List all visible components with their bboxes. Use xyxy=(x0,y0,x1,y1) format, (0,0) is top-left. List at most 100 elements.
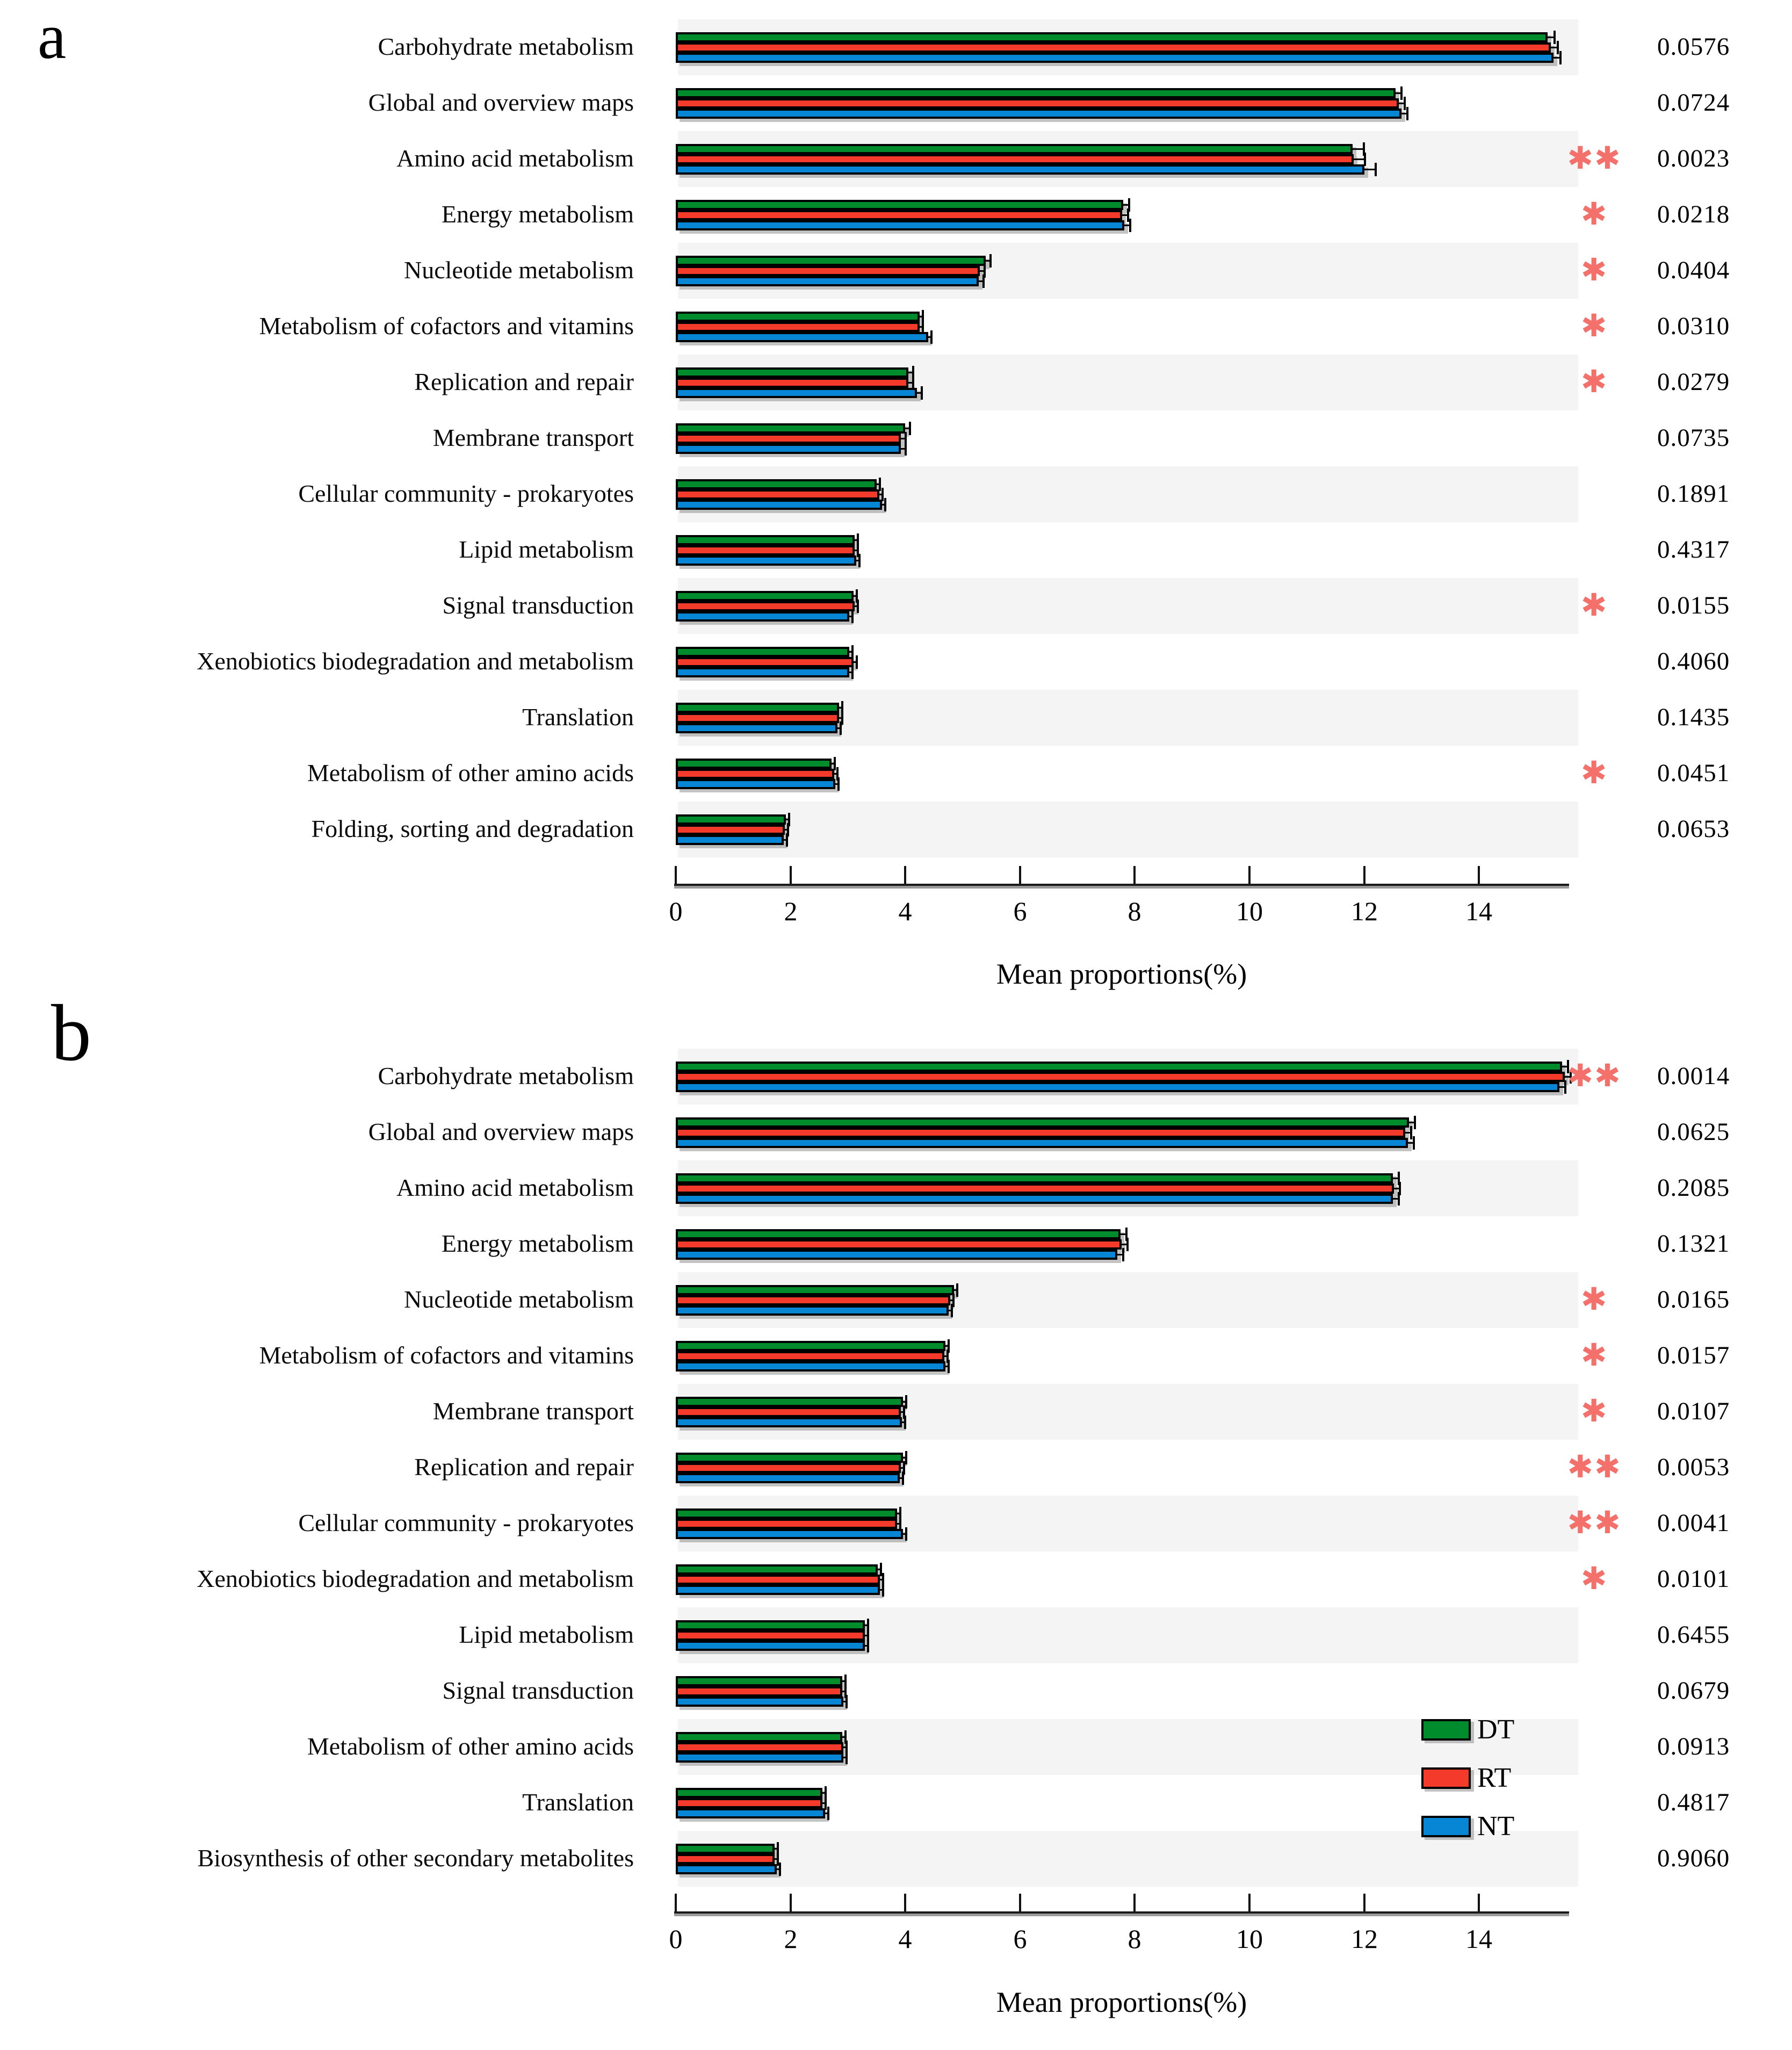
x-axis-tick xyxy=(1478,866,1480,884)
bar-rt xyxy=(676,322,920,332)
error-bar-line xyxy=(838,707,841,709)
p-value: 0.0014 xyxy=(1657,1062,1730,1090)
x-axis-title: Mean proportions(%) xyxy=(996,1986,1247,2018)
significance-marker: ✱✱ xyxy=(1567,1057,1622,1094)
error-bar-line xyxy=(841,1736,844,1738)
bar-dt xyxy=(676,1676,842,1686)
category-label: Xenobiotics biodegradation and metabolis… xyxy=(197,647,634,675)
error-bar-cap xyxy=(787,823,789,836)
p-value: 0.0218 xyxy=(1657,200,1730,228)
error-bar-line xyxy=(841,1680,844,1682)
bar-nt xyxy=(676,53,1553,63)
category-label: Energy metabolism xyxy=(441,200,634,228)
p-value: 0.0157 xyxy=(1657,1341,1730,1369)
error-bar-line xyxy=(1123,225,1129,226)
error-bar-cap xyxy=(1557,41,1559,54)
bar-dt xyxy=(676,759,832,769)
error-bar-cap xyxy=(912,376,914,389)
bar-dt xyxy=(676,591,854,601)
error-bar-line xyxy=(774,1858,777,1860)
x-axis-tick xyxy=(1133,866,1136,884)
x-axis-line xyxy=(674,1911,1569,1916)
error-bar-cap xyxy=(956,1283,958,1297)
bar-nt xyxy=(676,1082,1559,1092)
category-label: Metabolism of other amino acids xyxy=(307,759,634,786)
x-axis-tick-label: 6 xyxy=(1013,1924,1027,1954)
bar-dt xyxy=(676,144,1353,154)
error-bar-line xyxy=(919,326,922,328)
category-label: Metabolism of cofactors and vitamins xyxy=(259,1341,634,1369)
error-bar-line xyxy=(852,661,856,663)
error-bar-cap xyxy=(1125,1228,1128,1241)
error-bar-cap xyxy=(909,422,911,435)
p-value: 0.0653 xyxy=(1657,815,1730,843)
legend-label-rt: RT xyxy=(1477,1763,1512,1793)
bar-dt xyxy=(676,479,877,489)
error-bar-line xyxy=(1392,1198,1398,1200)
p-value: 0.0576 xyxy=(1657,33,1730,61)
panel-letter-a: a xyxy=(38,1,67,72)
category-label: Replication and repair xyxy=(414,368,634,395)
bar-rt xyxy=(676,42,1551,53)
error-bar-cap xyxy=(879,478,881,491)
legend-label-dt: DT xyxy=(1477,1714,1515,1745)
error-bar-line xyxy=(881,504,884,506)
x-axis-tick xyxy=(1133,1894,1136,1911)
bar-rt xyxy=(676,713,839,723)
error-bar-line xyxy=(830,763,834,764)
category-label: Membrane transport xyxy=(432,1397,634,1425)
error-bar-cap xyxy=(902,1471,904,1485)
error-bar-cap xyxy=(922,310,924,323)
significance-marker: ✱✱ xyxy=(1567,1448,1622,1485)
category-label: Carbohydrate metabolism xyxy=(378,33,634,60)
error-bar-cap xyxy=(884,498,886,511)
error-bar-line xyxy=(900,438,905,439)
error-bar-cap xyxy=(851,666,854,679)
significance-marker: ✱ xyxy=(1580,363,1608,400)
error-bar-line xyxy=(896,1513,899,1514)
error-bar-cap xyxy=(1553,31,1556,44)
error-bar-line xyxy=(916,392,921,394)
significance-marker: ✱ xyxy=(1580,1392,1608,1429)
bar-nt xyxy=(676,444,901,454)
bar-nt xyxy=(676,1138,1408,1148)
error-bar-line xyxy=(854,550,857,551)
x-axis-tick-label: 14 xyxy=(1465,896,1492,926)
error-bar-cap xyxy=(846,1751,848,1764)
error-bar-cap xyxy=(984,264,986,278)
error-bar-line xyxy=(842,1746,846,1748)
error-bar-cap xyxy=(1398,1172,1400,1185)
bar-nt xyxy=(676,164,1364,175)
error-bar-line xyxy=(1552,57,1559,59)
error-bar-cap xyxy=(948,1360,950,1373)
error-bar-cap xyxy=(899,1507,901,1520)
error-bar-line xyxy=(864,1625,867,1626)
error-bar-cap xyxy=(989,254,992,268)
error-bar-line xyxy=(852,595,856,597)
significance-marker: ✱ xyxy=(1580,251,1608,288)
p-value: 0.0165 xyxy=(1657,1286,1730,1313)
p-value: 0.4817 xyxy=(1657,1788,1730,1816)
bar-rt xyxy=(676,1686,842,1697)
bar-nt xyxy=(676,388,917,398)
error-bar-line xyxy=(854,605,857,607)
bar-nt xyxy=(676,276,979,286)
error-bar-cap xyxy=(922,320,924,334)
significance-marker: ✱ xyxy=(1580,1337,1608,1373)
error-bar-cap xyxy=(834,757,836,770)
bar-dt xyxy=(676,1453,903,1463)
error-bar-cap xyxy=(867,1639,869,1652)
error-bar-line xyxy=(774,1848,777,1850)
error-bar-cap xyxy=(841,701,843,714)
error-bar-line xyxy=(904,428,909,429)
x-axis-tick-label: 0 xyxy=(669,1924,683,1954)
error-bar-line xyxy=(834,783,837,785)
error-bar-cap xyxy=(1406,107,1408,120)
error-bar-cap xyxy=(825,1786,827,1800)
panel-letter-b: b xyxy=(51,988,91,1078)
error-bar-line xyxy=(784,829,787,831)
x-axis-tick-label: 2 xyxy=(784,1924,798,1954)
x-axis-tick xyxy=(790,866,792,884)
p-value: 0.0310 xyxy=(1657,312,1730,340)
